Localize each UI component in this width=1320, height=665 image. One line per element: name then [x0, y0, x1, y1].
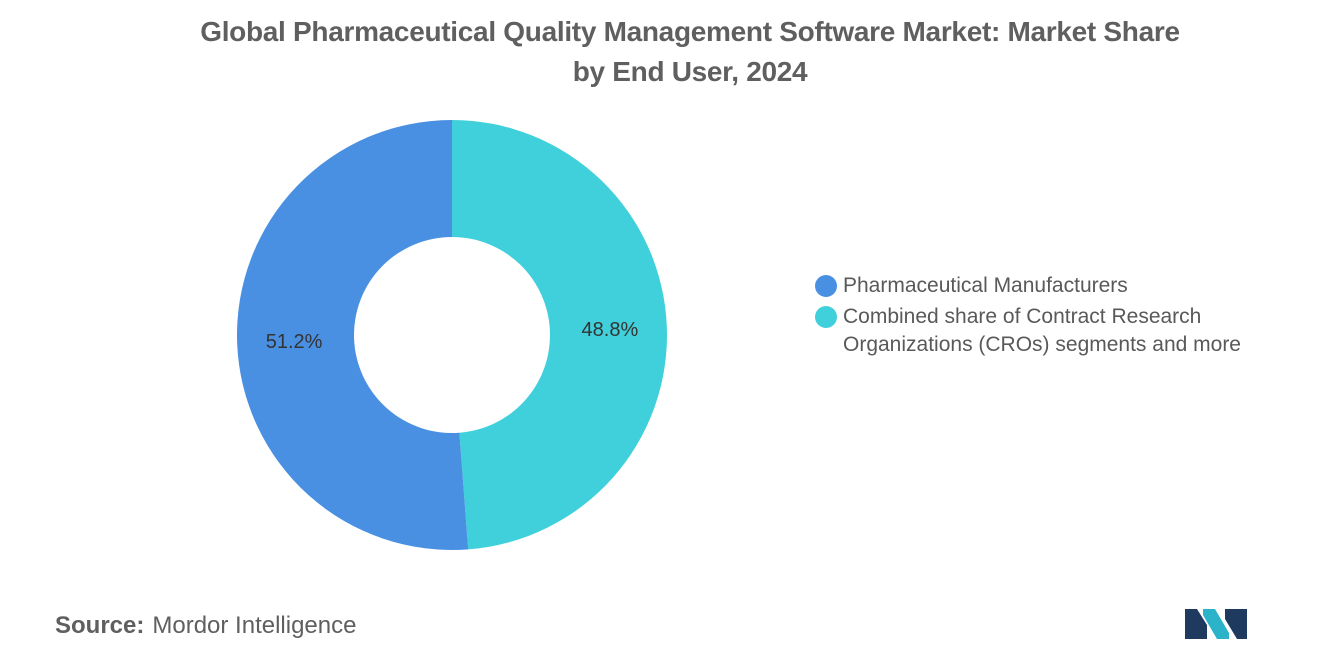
legend-label: Combined share of Contract Research Orga… [843, 305, 1241, 356]
mordor-intelligence-logo-icon [1185, 609, 1247, 639]
legend-item-pharmaceutical-manufacturers: Pharmaceutical Manufacturers [815, 272, 1295, 300]
source-label: Source: [55, 612, 145, 639]
logo-shape-right [1225, 609, 1247, 639]
slice-value-label-0: 48.8% [582, 319, 639, 341]
logo-shape-middle [1203, 609, 1229, 639]
donut-slice-0 [452, 120, 667, 550]
donut-slice-1 [236, 120, 469, 550]
source-text: Mordor Intelligence [152, 612, 357, 639]
chart-title-line-1: Global Pharmaceutical Quality Management… [200, 16, 1180, 47]
legend-item-cros-and-more: Combined share of Contract Research Orga… [815, 303, 1295, 359]
source-note: Source: Mordor Intelligence [55, 612, 356, 640]
slice-value-label-1: 51.2% [266, 331, 323, 353]
legend-label: Pharmaceutical Manufacturers [843, 274, 1128, 297]
chart-legend: Pharmaceutical Manufacturers Combined sh… [815, 272, 1295, 362]
legend-swatch-cros-and-more [815, 306, 837, 328]
legend-swatch-pharmaceutical-manufacturers [815, 275, 837, 297]
chart-title-line-2: by End User, 2024 [572, 56, 808, 87]
chart-title: Global Pharmaceutical Quality Management… [100, 12, 1280, 92]
logo-shape-left [1185, 609, 1207, 639]
